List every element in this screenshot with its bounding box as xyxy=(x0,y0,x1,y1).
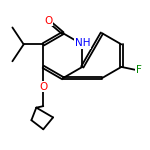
Text: O: O xyxy=(44,16,52,26)
Text: NH: NH xyxy=(75,38,90,48)
Text: O: O xyxy=(39,82,47,92)
Text: F: F xyxy=(136,65,142,75)
